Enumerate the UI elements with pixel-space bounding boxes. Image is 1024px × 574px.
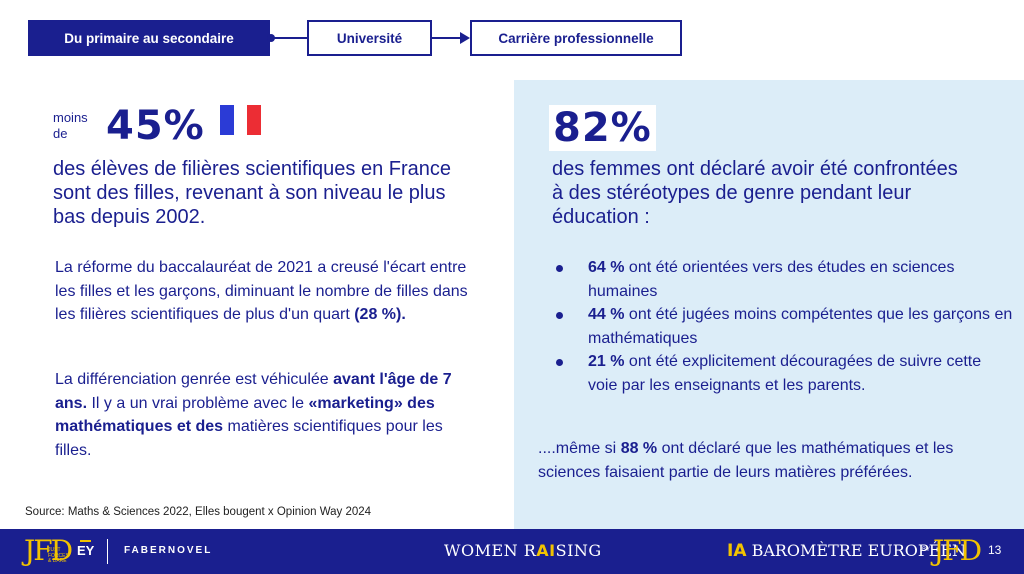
bullet-icon — [556, 359, 563, 366]
right-headline: des femmes ont déclaré avoir été confron… — [552, 158, 958, 228]
stat-prefix: moins de — [53, 110, 88, 141]
ey-logo: EY — [77, 543, 95, 558]
source-note: Source: Maths & Sciences 2022, Elles bou… — [25, 506, 372, 518]
bullet-icon — [556, 265, 563, 272]
france-flag-icon — [220, 105, 262, 135]
bac-reform-paragraph: La réforme du baccalauréat de 2021 a cre… — [55, 259, 468, 323]
jfd-logo: JFD — [933, 534, 982, 567]
ia-barometre-logo: IA BAROMÈTRE EUROPÉEN — [727, 541, 967, 561]
gender-differentiation-paragraph: La différenciation genrée est véhiculée … — [55, 371, 452, 459]
women-raising-logo: WOMEN RAISING — [444, 541, 602, 560]
nav-step-primaire[interactable]: Du primaire au secondaire — [28, 20, 270, 56]
bullet-icon — [556, 312, 563, 319]
by-label: BY — [922, 547, 931, 553]
closing-paragraph: ....même si 88 % ont déclaré que les mat… — [538, 440, 954, 481]
nav-step-carriere[interactable]: Carrière professionnelle — [470, 20, 682, 56]
nav-connector — [270, 37, 307, 39]
footer-divider — [107, 539, 108, 564]
left-headline: des élèves de filières scientifiques en … — [53, 158, 451, 228]
stat-45-percent: 45% — [102, 103, 209, 149]
ey-logo-bar — [80, 540, 91, 542]
stat-82-percent: 82% — [549, 105, 656, 151]
fabernovel-logo: FABERNOVEL — [124, 545, 213, 556]
list-item: 21 % ont été explicitement découragées d… — [553, 350, 1013, 397]
list-item: 44 % ont été jugées moins compétentes qu… — [553, 303, 1013, 350]
nav-step-universite[interactable]: Université — [307, 20, 432, 56]
right-panel — [514, 80, 1024, 529]
footer-bar: JFD JUST FORCES & DARE EY FABERNOVEL WOM… — [0, 529, 1024, 574]
list-item: 64 % ont été orientées vers des études e… — [553, 256, 1013, 303]
jfd-logo: JFD — [24, 534, 73, 567]
page-number: 13 — [988, 543, 1002, 557]
jfd-tagline: JUST FORCES & DARE — [48, 547, 69, 564]
arrow-right-icon — [460, 32, 470, 44]
stereotype-bullet-list: 64 % ont été orientées vers des études e… — [553, 256, 1013, 397]
nav-connector — [432, 37, 462, 39]
